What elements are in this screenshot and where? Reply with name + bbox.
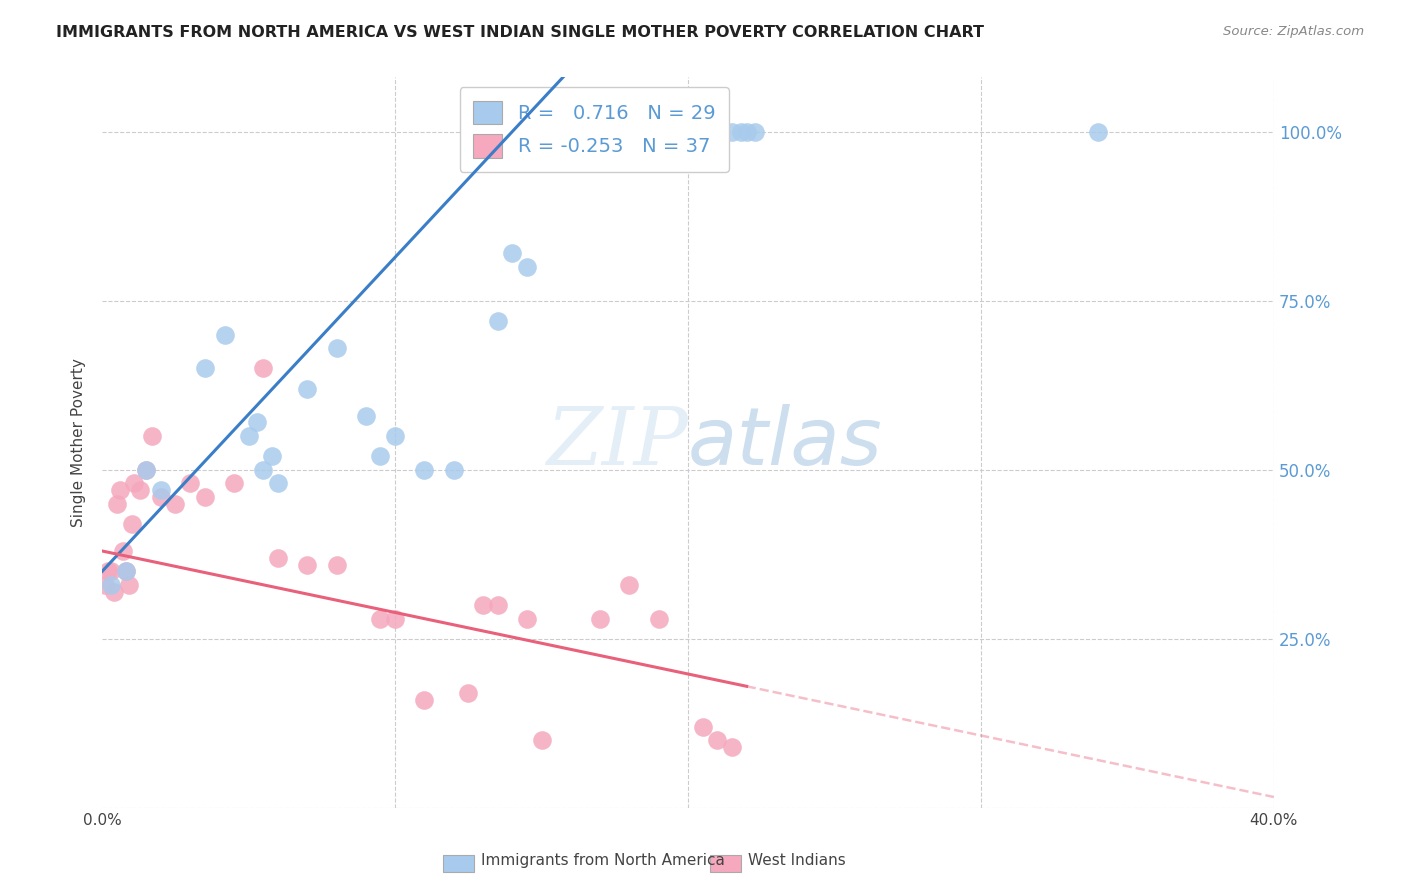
- Point: [706, 124, 728, 138]
- Point: [443, 463, 465, 477]
- Point: [97, 564, 120, 578]
- Point: [325, 558, 347, 572]
- Point: [1087, 124, 1109, 138]
- Point: [194, 361, 217, 376]
- Point: [370, 612, 392, 626]
- Point: [325, 341, 347, 355]
- Point: [516, 612, 538, 626]
- Point: [744, 124, 766, 138]
- Point: [486, 598, 509, 612]
- Point: [619, 578, 641, 592]
- Point: [267, 476, 290, 491]
- Point: [648, 612, 671, 626]
- Point: [472, 598, 495, 612]
- Point: [165, 497, 187, 511]
- Point: [94, 578, 117, 592]
- Point: [238, 429, 260, 443]
- Point: [117, 578, 139, 592]
- Point: [129, 483, 152, 497]
- Text: IMMIGRANTS FROM NORTH AMERICA VS WEST INDIAN SINGLE MOTHER POVERTY CORRELATION C: IMMIGRANTS FROM NORTH AMERICA VS WEST IN…: [56, 25, 984, 40]
- Legend: R =   0.716   N = 29, R = -0.253   N = 37: R = 0.716 N = 29, R = -0.253 N = 37: [460, 87, 730, 171]
- Point: [149, 490, 172, 504]
- Point: [252, 463, 274, 477]
- Point: [108, 483, 131, 497]
- Point: [692, 124, 714, 138]
- Point: [530, 733, 553, 747]
- Point: [246, 416, 269, 430]
- Point: [354, 409, 377, 423]
- Point: [222, 476, 245, 491]
- Point: [486, 314, 509, 328]
- Point: [114, 564, 136, 578]
- Text: West Indians: West Indians: [748, 853, 846, 868]
- Point: [179, 476, 201, 491]
- Text: Immigrants from North America: Immigrants from North America: [481, 853, 724, 868]
- Point: [457, 686, 479, 700]
- Point: [124, 476, 146, 491]
- Point: [149, 483, 172, 497]
- Point: [413, 463, 436, 477]
- Point: [370, 450, 392, 464]
- Point: [501, 246, 523, 260]
- Point: [735, 124, 758, 138]
- Point: [111, 544, 134, 558]
- Point: [141, 429, 163, 443]
- Point: [267, 550, 290, 565]
- Y-axis label: Single Mother Poverty: Single Mother Poverty: [72, 359, 86, 527]
- Point: [214, 327, 236, 342]
- Point: [721, 124, 744, 138]
- Point: [105, 497, 128, 511]
- Point: [384, 612, 406, 626]
- Point: [413, 693, 436, 707]
- Point: [516, 260, 538, 274]
- Point: [100, 578, 122, 592]
- Text: atlas: atlas: [688, 404, 883, 482]
- Point: [384, 429, 406, 443]
- Point: [692, 720, 714, 734]
- Point: [297, 558, 319, 572]
- Point: [135, 463, 157, 477]
- Point: [706, 733, 728, 747]
- Point: [676, 124, 699, 138]
- Text: ZIP: ZIP: [547, 404, 688, 482]
- Point: [730, 124, 752, 138]
- Point: [252, 361, 274, 376]
- Point: [262, 450, 284, 464]
- Point: [103, 584, 125, 599]
- Point: [194, 490, 217, 504]
- Point: [121, 516, 143, 531]
- Point: [297, 382, 319, 396]
- Point: [135, 463, 157, 477]
- Point: [114, 564, 136, 578]
- Text: Source: ZipAtlas.com: Source: ZipAtlas.com: [1223, 25, 1364, 38]
- Point: [721, 740, 744, 755]
- Point: [100, 564, 122, 578]
- Point: [589, 612, 612, 626]
